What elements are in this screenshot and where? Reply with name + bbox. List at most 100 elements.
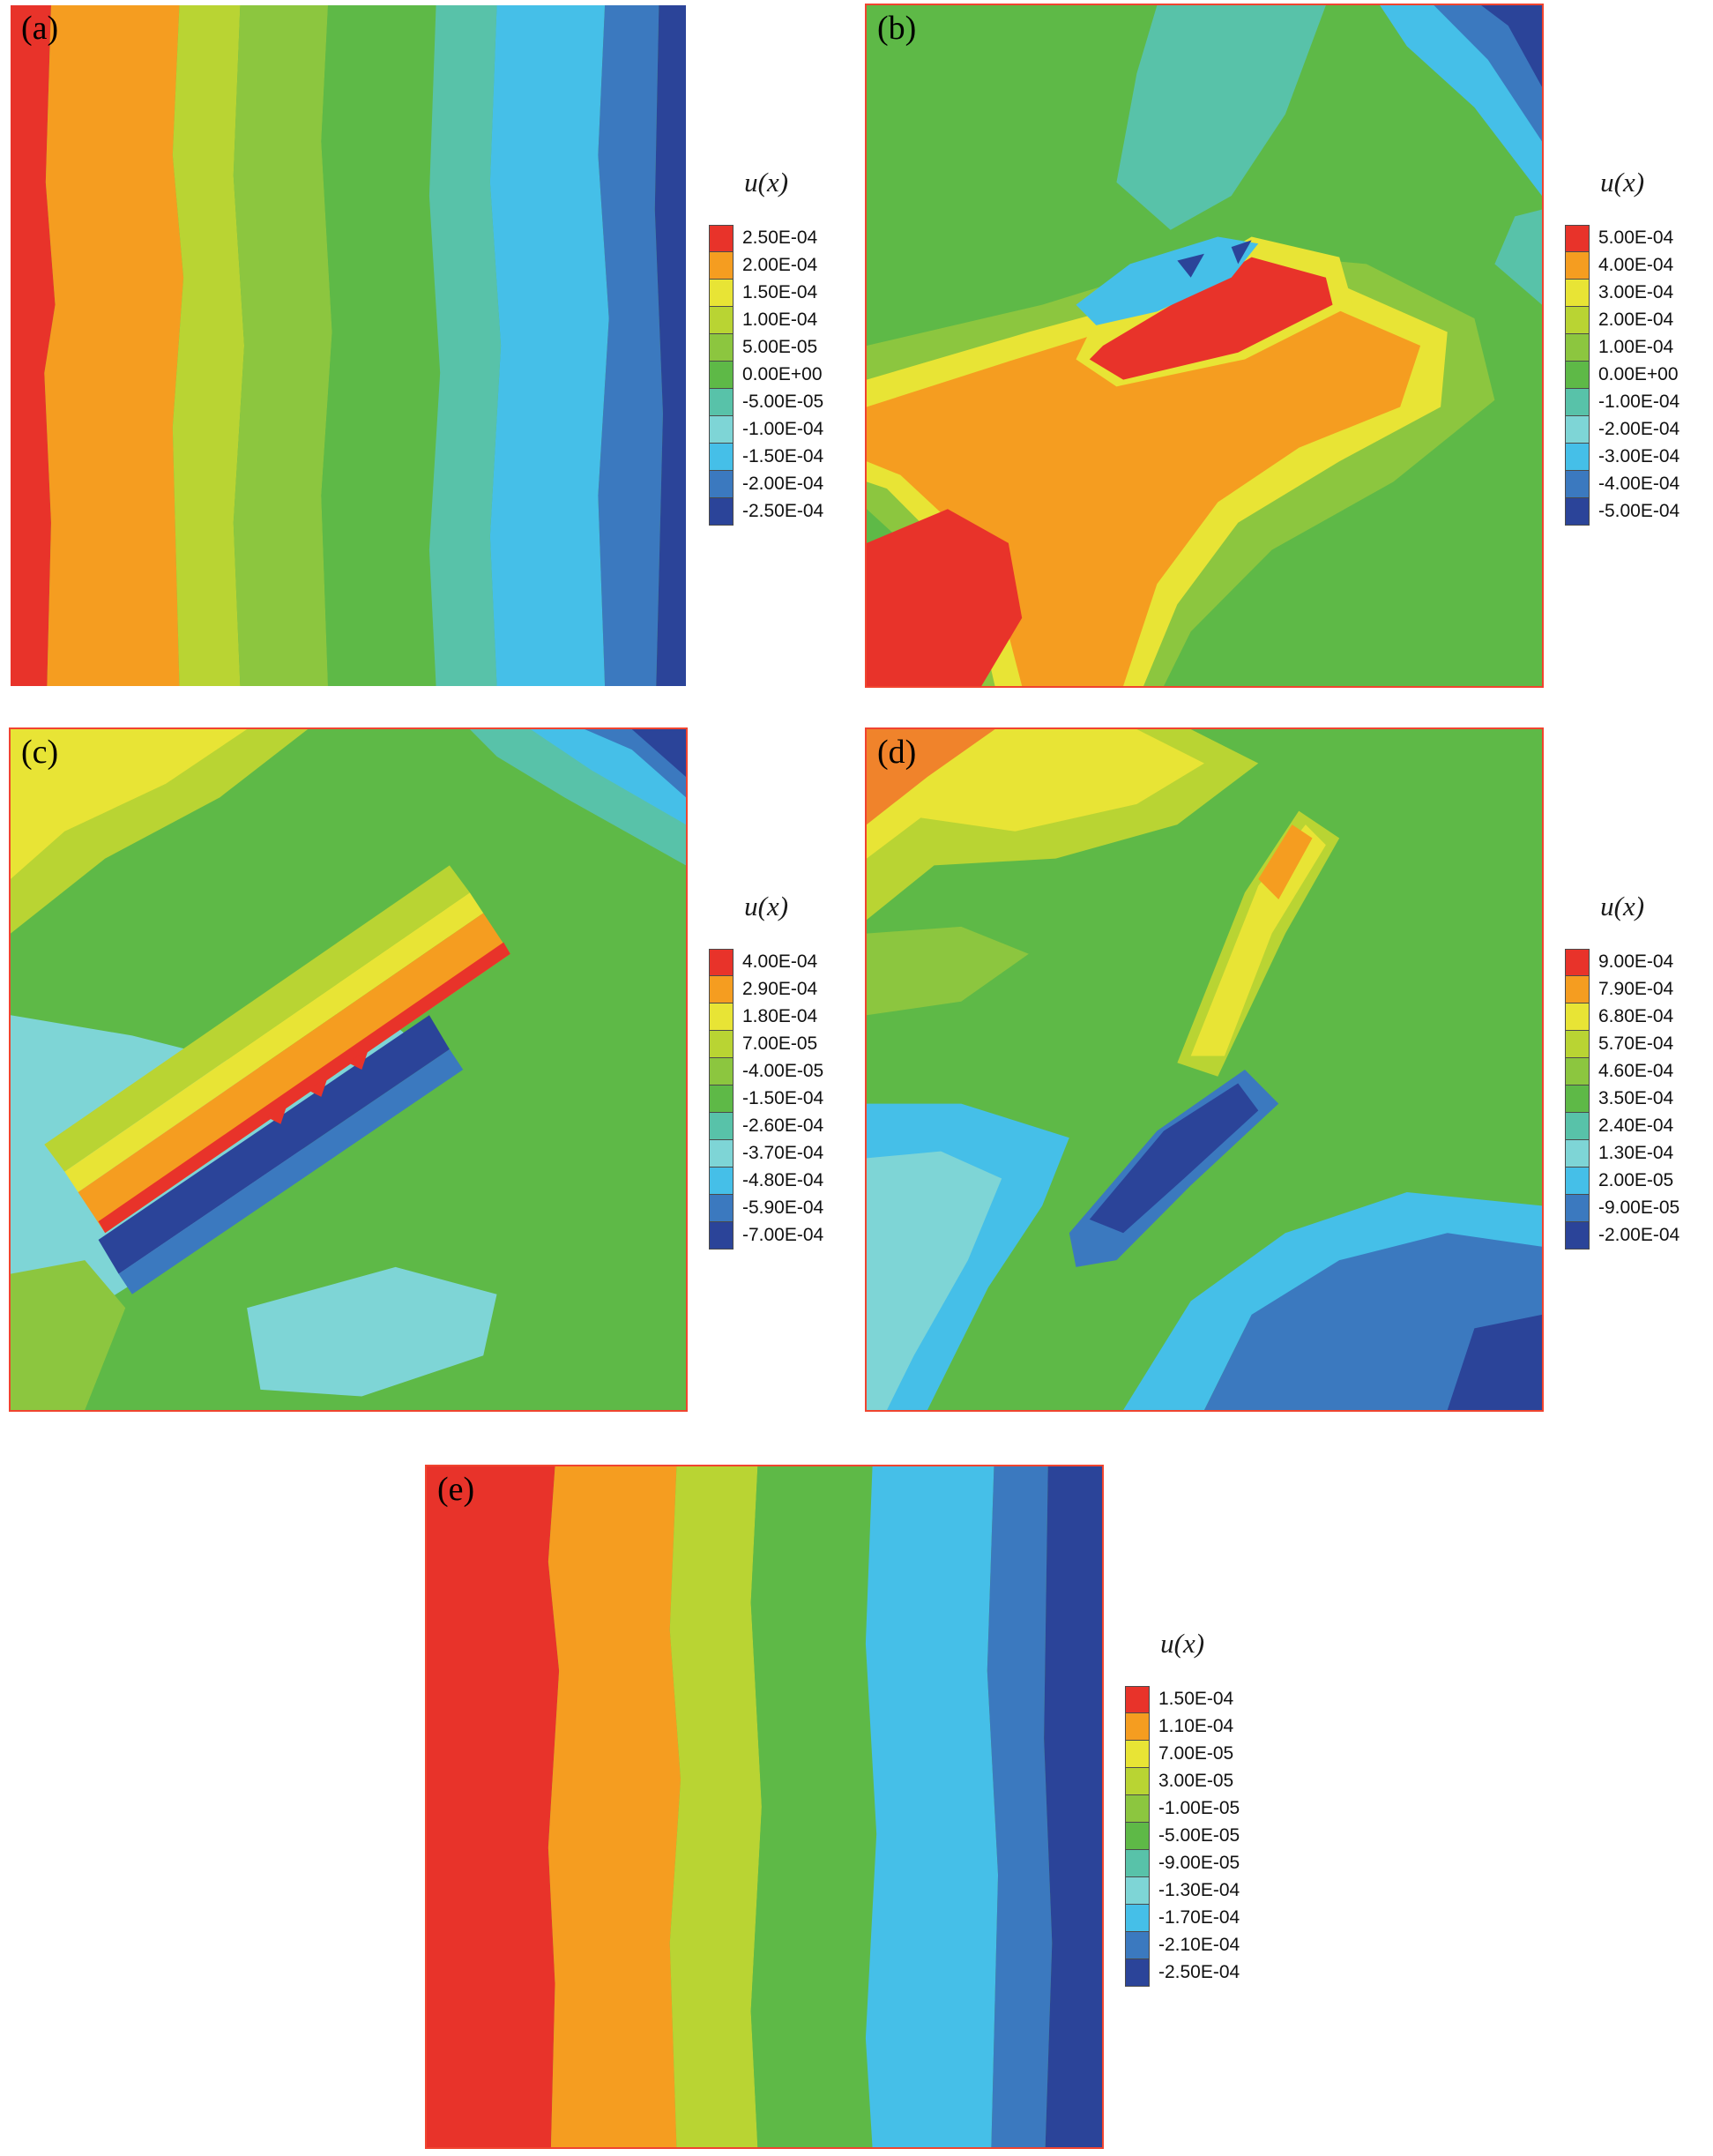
legend-c: u(x) 4.00E-04 2.90E-04 1.80E-04 7.00E-05 -4.…: [709, 891, 823, 1250]
legend-entry: -2.00E-04: [1565, 415, 1680, 444]
legend-entry: 1.80E-04: [709, 1003, 823, 1031]
legend-value: -2.50E-04: [742, 501, 824, 521]
legend-swatch: [709, 1139, 734, 1168]
legend-entry: 1.50E-04: [709, 279, 823, 307]
legend-swatch: [1125, 1849, 1150, 1877]
panel-group-c: (c) u(x) 4.00E-04 2.90E-04 1.80E-04 7.00E-0…: [9, 727, 823, 1412]
legend-swatch: [1125, 1740, 1150, 1768]
legend-entry: 1.10E-04: [1125, 1712, 1240, 1741]
legend-swatch: [1125, 1794, 1150, 1823]
legend-value: 7.00E-05: [742, 1033, 818, 1054]
legend-swatch: [1565, 1112, 1590, 1140]
legend-entry: 2.00E-04: [1565, 306, 1679, 334]
legend-value: 4.60E-04: [1598, 1061, 1674, 1081]
legend-swatch: [1565, 1030, 1590, 1058]
legend-entry: -1.00E-04: [1565, 388, 1679, 416]
legend-value: 7.00E-05: [1158, 1743, 1234, 1764]
legend-entry: -5.00E-05: [1125, 1822, 1240, 1850]
legend-value: 2.00E-05: [1598, 1170, 1674, 1190]
legend-swatch: [709, 1167, 734, 1195]
legend-swatch: [709, 1194, 734, 1222]
legend-swatch: [1565, 1057, 1590, 1085]
legend-entry: 4.60E-04: [1565, 1057, 1679, 1085]
legend-entry: 9.00E-04: [1565, 948, 1679, 976]
legend-swatch: [1565, 1003, 1590, 1031]
legend-a: u(x) 2.50E-04 2.00E-04 1.50E-04 1.00E-04 5.0…: [709, 167, 823, 526]
legend-entry: -2.00E-04: [1565, 1221, 1679, 1250]
legend-swatch: [1565, 361, 1590, 389]
legend-value: -1.70E-04: [1158, 1907, 1240, 1928]
legend-entry: 7.90E-04: [1565, 975, 1679, 1003]
legend-swatch: [1565, 1194, 1590, 1222]
legend-value: 2.00E-04: [1598, 310, 1674, 330]
contour-plot-a: (a): [11, 5, 686, 686]
legend-swatch: [709, 1221, 734, 1250]
legend-swatch: [709, 975, 734, 1003]
legend-entry: 3.00E-04: [1565, 279, 1679, 307]
legend-swatch: [1125, 1767, 1150, 1795]
legend-swatch: [1565, 251, 1590, 280]
legend-value: 0.00E+00: [1598, 364, 1679, 384]
legend-value: -9.00E-05: [1598, 1197, 1680, 1218]
legend-swatch: [709, 306, 734, 334]
legend-entry: -2.10E-04: [1125, 1931, 1240, 1959]
legend-entry: -2.50E-04: [1125, 1958, 1240, 1987]
panel-label-d: (d): [877, 734, 917, 771]
panel-label-b: (b): [877, 10, 917, 47]
legend-value: -2.00E-04: [742, 474, 824, 494]
legend-value: 4.00E-04: [1598, 255, 1674, 275]
legend-value: 5.00E-05: [742, 337, 818, 357]
legend-entry: 7.00E-05: [1125, 1740, 1240, 1768]
legend-swatch: [709, 279, 734, 307]
legend-value: -3.00E-04: [1598, 446, 1680, 466]
legend-value: 1.50E-04: [1158, 1689, 1234, 1709]
legend-value: -9.00E-05: [1158, 1853, 1240, 1873]
legend-value: 1.00E-04: [742, 310, 818, 330]
legend-entry: -7.00E-04: [709, 1221, 824, 1250]
legend-swatch: [709, 948, 734, 976]
legend-title-a: u(x): [744, 166, 789, 198]
legend-entry: -4.00E-05: [709, 1057, 823, 1085]
legend-value: -5.90E-04: [742, 1197, 824, 1218]
legend-swatch: [1125, 1822, 1150, 1850]
legend-value: -2.00E-04: [1598, 419, 1680, 439]
contour-field-d: [867, 729, 1542, 1410]
legend-value: -5.00E-05: [742, 392, 824, 412]
legend-entry: -3.70E-04: [709, 1139, 823, 1168]
legend-entry: 7.00E-05: [709, 1030, 823, 1058]
legend-entry: 6.80E-04: [1565, 1003, 1679, 1031]
legend-value: 2.40E-04: [1598, 1115, 1674, 1136]
legend-entry: 1.30E-04: [1565, 1139, 1679, 1168]
legend-entry: -2.60E-04: [709, 1112, 823, 1140]
legend-value: 2.50E-04: [742, 228, 818, 248]
legend-swatch: [709, 1085, 734, 1113]
legend-entry: 0.00E+00: [709, 361, 823, 389]
legend-swatch: [1125, 1685, 1150, 1713]
legend-entry: 3.50E-04: [1565, 1085, 1679, 1113]
legend-entry: -4.00E-04: [1565, 470, 1679, 498]
legend-value: 1.10E-04: [1158, 1716, 1234, 1736]
legend-value: -7.00E-04: [742, 1225, 824, 1245]
contour-field-c: [11, 729, 686, 1410]
legend-swatch: [709, 443, 734, 471]
legend-b: u(x) 5.00E-04 4.00E-04 3.00E-04 2.00E-04 1.0…: [1565, 167, 1679, 526]
panel-label-e: (e): [437, 1471, 475, 1508]
legend-title-d: u(x): [1600, 890, 1645, 921]
legend-entry: -4.80E-04: [709, 1167, 823, 1195]
legend-entry: -1.30E-04: [1125, 1876, 1240, 1905]
legend-entry: -1.70E-04: [1125, 1904, 1240, 1932]
legend-entry: -1.00E-05: [1125, 1794, 1240, 1823]
legend-entry: 4.00E-04: [709, 948, 823, 976]
legend-value: -1.00E-05: [1158, 1798, 1240, 1818]
legend-entry: 1.50E-04: [1125, 1685, 1240, 1713]
legend-entry: -2.00E-04: [709, 470, 824, 498]
contour-plot-e: (e): [425, 1465, 1104, 2149]
legend-entry: -1.50E-04: [709, 1085, 823, 1113]
legend-entry: 5.00E-04: [1565, 224, 1679, 252]
legend-colorbar-a: 2.50E-04 2.00E-04 1.50E-04 1.00E-04 5.00E-05…: [709, 224, 824, 526]
legend-entry: -5.00E-04: [1565, 497, 1679, 526]
legend-title-b: u(x): [1600, 166, 1645, 198]
legend-entry: -5.00E-05: [709, 388, 824, 416]
legend-swatch: [1565, 1167, 1590, 1195]
legend-swatch: [709, 1112, 734, 1140]
